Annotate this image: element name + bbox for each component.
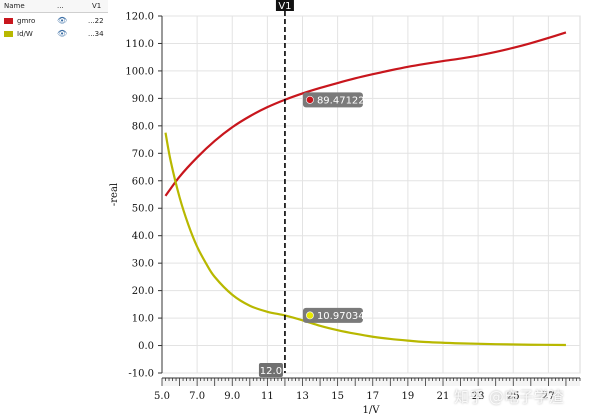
y-tick-label: 80.0 xyxy=(132,121,154,132)
cursor-value-label: 12.0 xyxy=(260,366,282,377)
chart-axes: -10.0 0.0 10.0 20.0 30.0 40.0 50.0 60.0 70.0 80.0… xyxy=(109,12,581,416)
chart-markers[interactable]: 89.47122 10.97034 xyxy=(302,92,365,323)
cursor-name-label: V1 xyxy=(278,1,291,12)
chart-grid xyxy=(161,15,581,374)
marker-value-label: 89.47122 xyxy=(317,96,365,107)
x-tick-label: 17 xyxy=(366,391,379,402)
plot-area xyxy=(161,15,581,374)
legend-swatch-gmro xyxy=(4,18,13,24)
y-tick-label: 0.0 xyxy=(138,341,154,352)
legend-value-gmro: ...22 xyxy=(88,17,104,25)
legend-value-idw: ...34 xyxy=(88,30,104,38)
marker-dot[interactable] xyxy=(306,311,314,320)
watermark: 知乎 @电子学渣 xyxy=(454,388,564,406)
cursor-value-box xyxy=(258,363,283,377)
y-tick-label: 20.0 xyxy=(132,286,154,297)
y-tick-label: 70.0 xyxy=(132,149,154,160)
chart-series xyxy=(164,31,567,347)
x-tick-label: 21 xyxy=(437,391,450,402)
y-tick-label: 100.0 xyxy=(125,66,154,77)
y-tick-label: 40.0 xyxy=(132,231,154,242)
x-tick-label: 25 xyxy=(507,391,520,402)
y-tick-label: 90.0 xyxy=(132,94,154,105)
legend-name-idw: Id/W xyxy=(17,30,33,38)
marker-dot[interactable] xyxy=(306,95,314,104)
series-line-idw xyxy=(164,132,566,347)
y-tick-label: 30.0 xyxy=(132,259,154,270)
legend-swatch-idw xyxy=(4,31,13,37)
x-tick-label: 15 xyxy=(331,391,344,402)
x-tick-label: 7.0 xyxy=(189,391,205,402)
x-tick-label: 19 xyxy=(402,391,415,402)
legend-item-gmro[interactable]: gmro 👁 ...22 xyxy=(0,16,108,27)
y-tick-label: 110.0 xyxy=(125,39,154,50)
x-tick-label: 13 xyxy=(296,391,309,402)
marker-box[interactable] xyxy=(302,307,363,323)
legend-header-value: V1 xyxy=(92,2,102,10)
x-tick-label: 23 xyxy=(472,391,485,402)
y-tick-label: 60.0 xyxy=(132,176,154,187)
legend-name-gmro: gmro xyxy=(17,17,36,25)
legend-item-idw[interactable]: Id/W 👁 ...34 xyxy=(0,29,108,40)
x-axis-band xyxy=(162,378,580,386)
legend-header-vis: ... xyxy=(57,2,64,10)
y-tick-label: -10.0 xyxy=(128,369,154,380)
y-tick-label: 10.0 xyxy=(132,314,154,325)
x-tick-label: 5.0 xyxy=(154,391,170,402)
cursor-v1[interactable]: V1 12.0 xyxy=(258,0,294,377)
x-tick-label: 11 xyxy=(261,391,274,402)
y-tick-label: 50.0 xyxy=(132,204,154,215)
legend-header-name: Name xyxy=(4,2,25,10)
x-tick-label: 27 xyxy=(542,391,555,402)
eye-icon[interactable]: 👁 xyxy=(57,29,68,38)
eye-icon[interactable]: 👁 xyxy=(57,16,68,25)
series-line-gmro xyxy=(164,31,567,197)
x-tick-label: 9.0 xyxy=(224,391,240,402)
x-axis-title: 1/V xyxy=(363,405,381,416)
y-tick-label: 120.0 xyxy=(125,12,154,23)
marker-value-label: 10.97034 xyxy=(317,311,365,322)
cursor-name-box[interactable] xyxy=(275,0,294,11)
marker-box[interactable] xyxy=(302,92,363,108)
y-axis-title: -real xyxy=(109,183,120,206)
legend-header: Name ... V1 xyxy=(0,0,108,13)
legend-panel: Name ... V1 gmro 👁 ...22 Id/W 👁 ...34 xyxy=(0,0,108,42)
